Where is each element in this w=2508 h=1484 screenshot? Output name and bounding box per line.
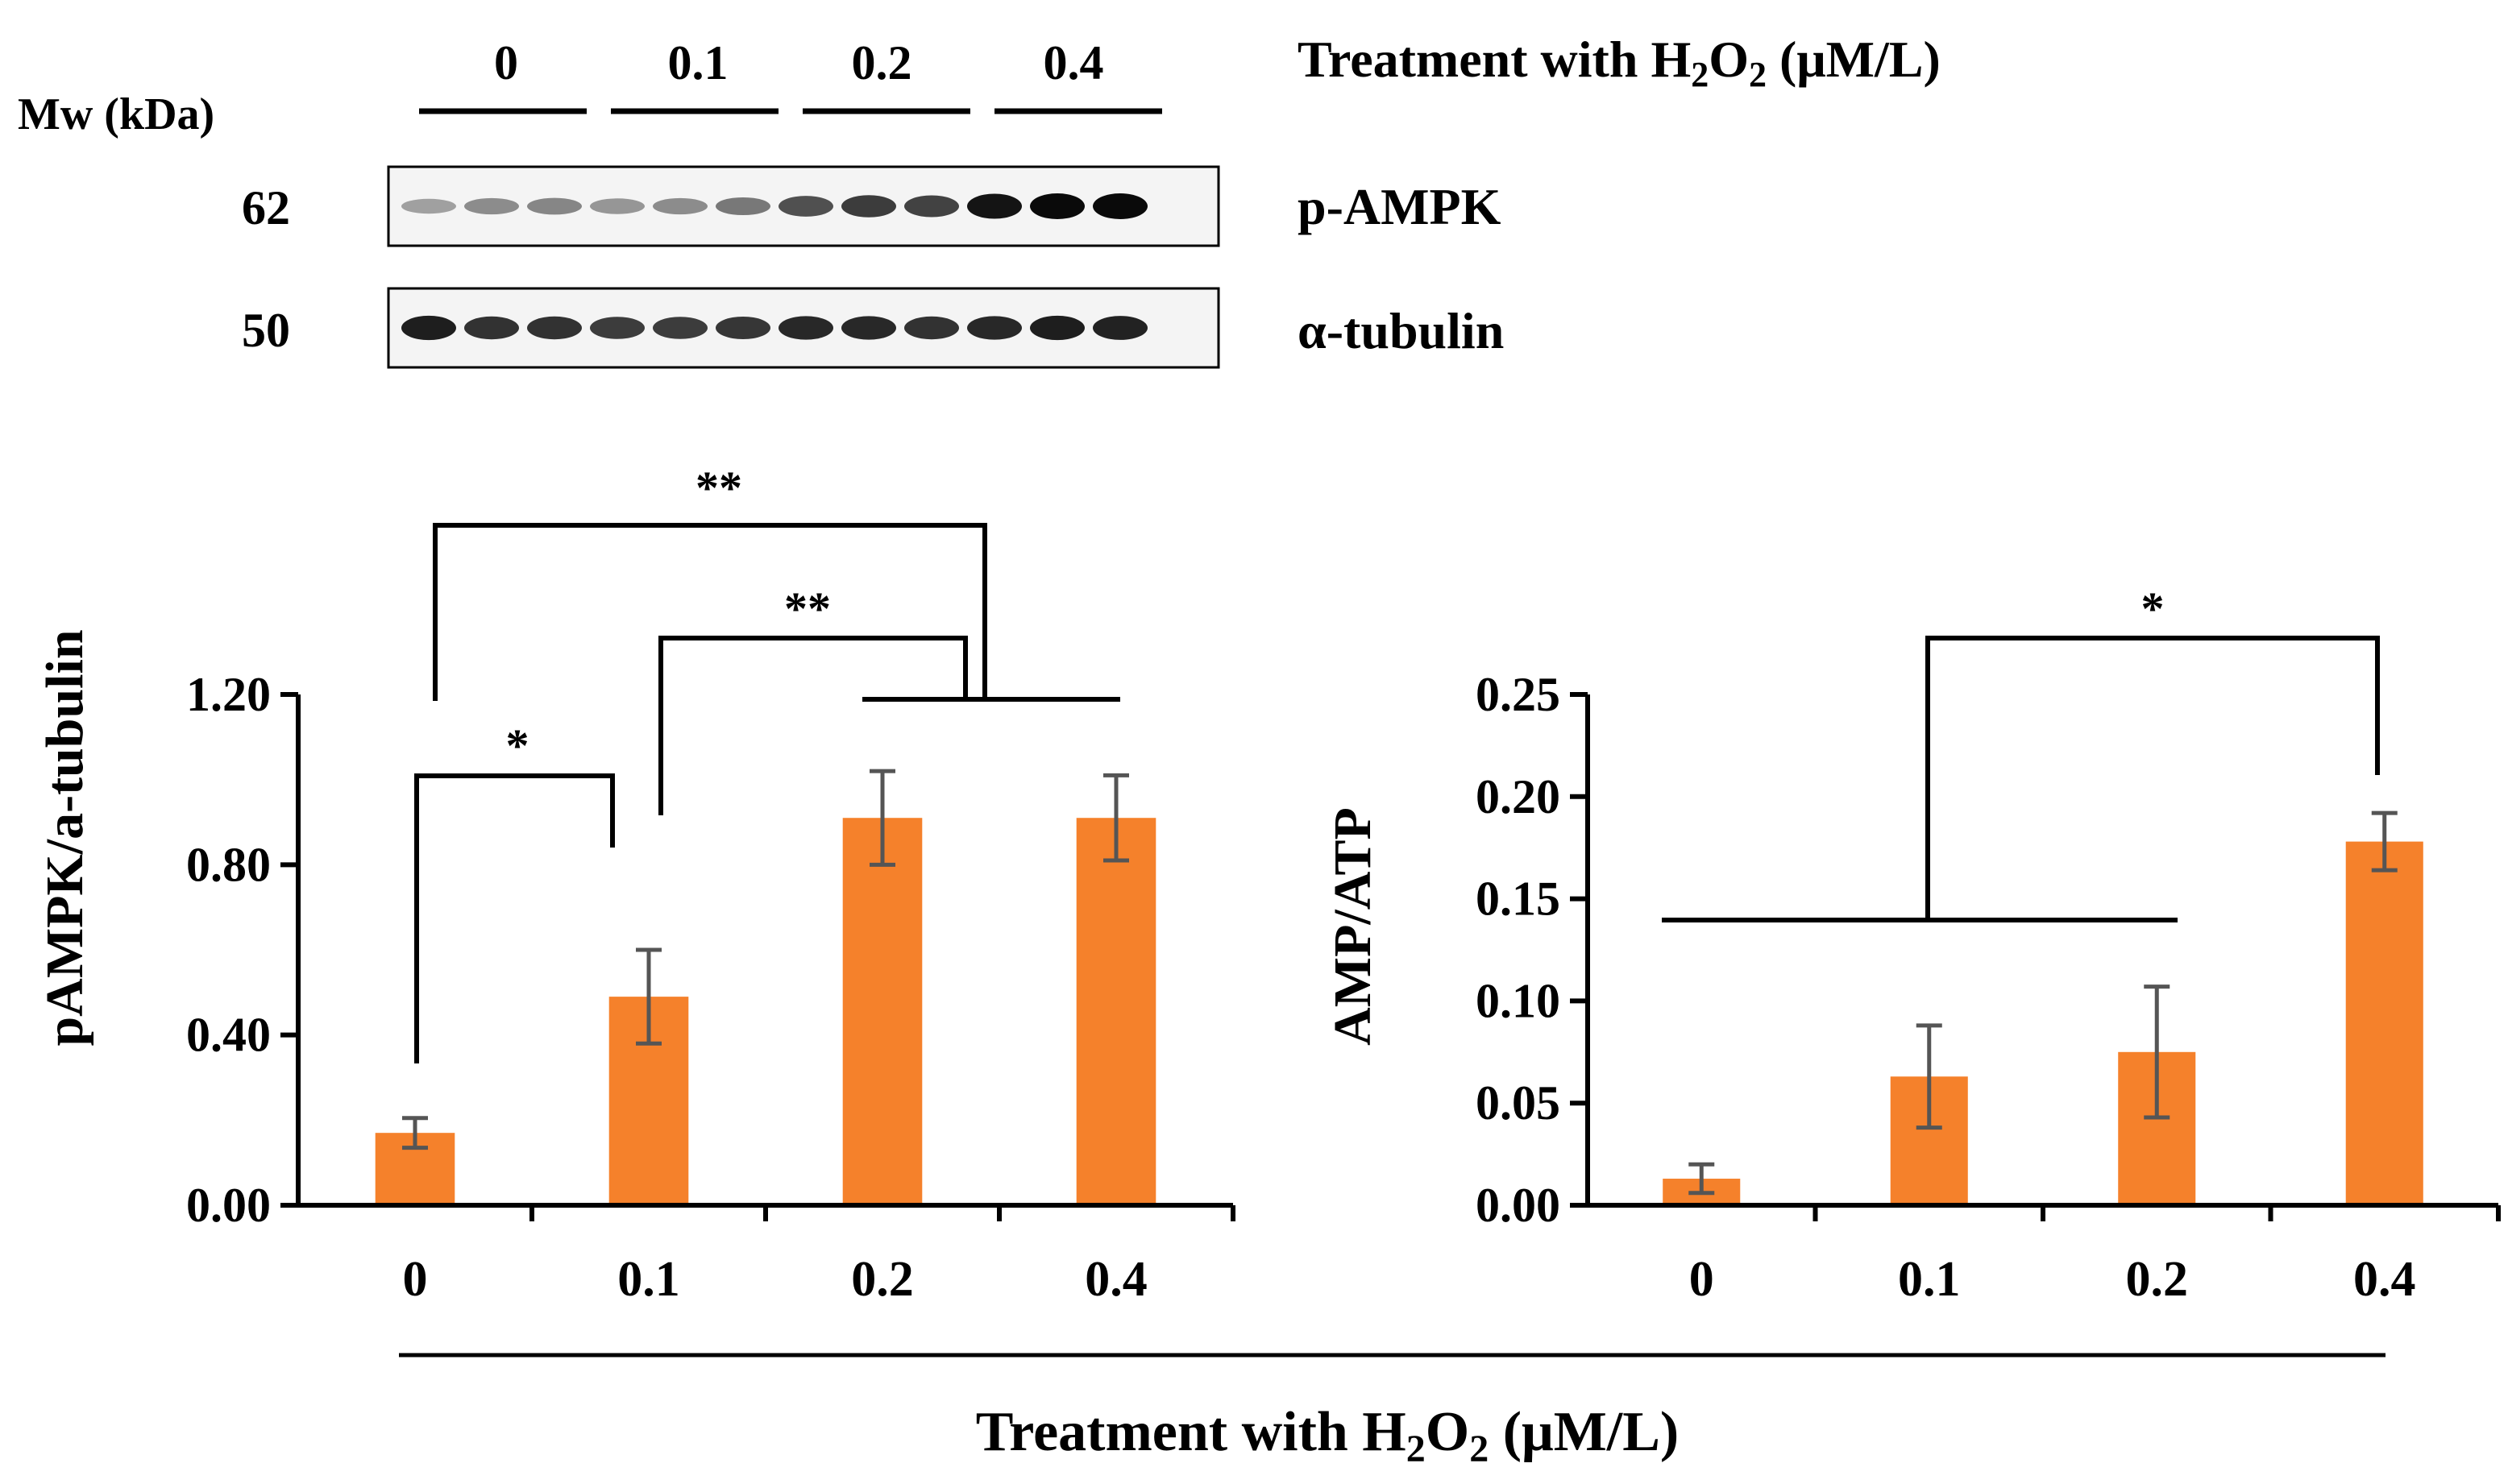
errorbar-0.1 bbox=[636, 947, 662, 1046]
band-α-tubulin-5 bbox=[653, 317, 708, 339]
lane-headers: 0 0.1 0.2 0.4 bbox=[419, 36, 1162, 114]
xtick-label-0.4: 0.4 bbox=[2353, 1252, 2416, 1307]
sig-star-0.1-vs-0.2-0.4: ** bbox=[784, 582, 831, 635]
errorbar-0.4 bbox=[2371, 810, 2398, 873]
chart-amp-atp-significance: * bbox=[1662, 582, 2380, 922]
band-α-tubulin-12 bbox=[1093, 316, 1148, 340]
tubulin-bands bbox=[401, 315, 1148, 341]
mw-header: Mw (kDa) bbox=[18, 89, 214, 139]
xtick-label-0: 0 bbox=[403, 1252, 428, 1307]
band-α-tubulin-2 bbox=[464, 316, 519, 340]
band-p-AMPK-11 bbox=[1030, 193, 1085, 219]
chart-amp-atp-yticks: 0.00 0.05 0.10 0.15 0.20 0.25 bbox=[1476, 668, 2501, 1232]
chart-amp-atp-errorbars bbox=[1688, 810, 2398, 1196]
band-p-AMPK-5 bbox=[653, 197, 708, 215]
ytick-label-0.05: 0.05 bbox=[1476, 1076, 1560, 1130]
treatment-label-bottom: Treatment with H2O2 (μM/L) bbox=[976, 1401, 1679, 1470]
band-α-tubulin-10 bbox=[967, 316, 1022, 340]
chart-amp-atp: AMP/ATP 0.00 0.05 0.10 0.15 0.20 0.25 0 0.1 0.2… bbox=[1323, 582, 2501, 1307]
band-p-AMPK-1 bbox=[401, 198, 456, 214]
western-blot-panel: Mw (kDa) 0 0.1 0.2 0.4 Treatment with H2… bbox=[18, 31, 1941, 369]
band-p-AMPK-12 bbox=[1093, 193, 1148, 219]
band-α-tubulin-11 bbox=[1030, 315, 1085, 341]
chart-pampk-bars bbox=[375, 818, 1156, 1205]
band-p-AMPK-3 bbox=[527, 197, 582, 215]
errorbar-0.2 bbox=[870, 769, 895, 867]
bar-0.2 bbox=[842, 818, 923, 1205]
mw-62: 62 bbox=[242, 181, 290, 234]
band-α-tubulin-8 bbox=[841, 316, 896, 340]
sig-star-0-vs-0.1: * bbox=[506, 719, 529, 772]
band-α-tubulin-1 bbox=[401, 315, 456, 341]
lane-label-0.4: 0.4 bbox=[1044, 36, 1104, 89]
band-p-AMPK-9 bbox=[904, 195, 959, 218]
band-p-AMPK-6 bbox=[716, 197, 770, 216]
sig-bracket-0-vs-0.1 bbox=[414, 773, 615, 1063]
lane-label-0: 0 bbox=[494, 36, 518, 89]
ytick-label-0.80: 0.80 bbox=[186, 838, 271, 891]
sig-star-0-vs-0.2-0.4: ** bbox=[696, 462, 742, 514]
errorbar-0 bbox=[1688, 1162, 1715, 1196]
bar-0.4 bbox=[2345, 841, 2423, 1205]
errorbar-0.1 bbox=[1916, 1023, 1942, 1130]
p-ampk-bands bbox=[401, 193, 1148, 219]
sig-bracket-group-vs-0.4 bbox=[1925, 636, 2380, 920]
chart-amp-atp-bars bbox=[1663, 841, 2423, 1205]
chart-pampk-xticklabels: 0 0.1 0.2 0.4 bbox=[403, 1252, 1148, 1307]
band-p-AMPK-8 bbox=[841, 195, 896, 218]
band-p-AMPK-4 bbox=[590, 198, 645, 214]
xtick-label-0.4: 0.4 bbox=[1085, 1252, 1148, 1307]
chart-pampk-errorbars bbox=[402, 769, 1129, 1150]
chart-amp-atp-ylabel: AMP/ATP bbox=[1323, 807, 1382, 1046]
band-α-tubulin-7 bbox=[779, 316, 833, 340]
sig-bracket-0-vs-0.2-0.4 bbox=[433, 523, 987, 701]
xtick-label-0.1: 0.1 bbox=[1898, 1252, 1961, 1307]
ytick-label-0.00: 0.00 bbox=[186, 1179, 271, 1232]
chart-pampk-significance: * ** ** bbox=[414, 462, 1120, 1063]
xtick-label-0: 0 bbox=[1689, 1252, 1714, 1307]
sig-bracket-0.1-vs-0.2-0.4 bbox=[658, 636, 968, 815]
chart-pampk-ylabel: pAMPK/a-tubulin bbox=[35, 629, 94, 1046]
chart-amp-atp-xticklabels: 0 0.1 0.2 0.4 bbox=[1689, 1252, 2416, 1307]
errorbar-0.2 bbox=[2144, 984, 2170, 1120]
errorbar-0 bbox=[402, 1116, 428, 1150]
ytick-label-0.10: 0.10 bbox=[1476, 974, 1560, 1027]
ytick-label-0.40: 0.40 bbox=[186, 1009, 271, 1062]
xtick-label-0.2: 0.2 bbox=[851, 1252, 914, 1307]
band-α-tubulin-9 bbox=[904, 316, 959, 340]
band-p-AMPK-7 bbox=[779, 196, 833, 217]
xtick-label-0.2: 0.2 bbox=[2126, 1252, 2189, 1307]
ytick-label-0.15: 0.15 bbox=[1476, 873, 1560, 926]
lane-label-0.1: 0.1 bbox=[668, 36, 729, 89]
mw-50: 50 bbox=[242, 304, 290, 357]
band-p-AMPK-10 bbox=[967, 193, 1022, 219]
lane-label-0.2: 0.2 bbox=[852, 36, 912, 89]
treatment-label-top: Treatment with H2O2 (μM/L) bbox=[1298, 31, 1941, 94]
ytick-label-0.25: 0.25 bbox=[1476, 668, 1560, 721]
xtick-label-0.1: 0.1 bbox=[617, 1252, 680, 1307]
bar-0.4 bbox=[1076, 818, 1156, 1205]
band-α-tubulin-3 bbox=[527, 316, 582, 340]
chart-pampk-yticks: 0.00 0.40 0.80 1.20 bbox=[186, 668, 1235, 1232]
protein-label-p-ampk: p-AMPK bbox=[1298, 178, 1501, 235]
band-p-AMPK-2 bbox=[464, 197, 519, 215]
ytick-label-0.00: 0.00 bbox=[1476, 1179, 1560, 1232]
sig-star-group-vs-0.4: * bbox=[2141, 582, 2165, 635]
ytick-label-0.20: 0.20 bbox=[1476, 770, 1560, 823]
errorbar-0.4 bbox=[1103, 773, 1129, 863]
protein-label-tubulin: α-tubulin bbox=[1298, 302, 1504, 359]
ytick-label-1.20: 1.20 bbox=[186, 668, 271, 721]
band-α-tubulin-6 bbox=[716, 316, 770, 340]
band-α-tubulin-4 bbox=[590, 317, 645, 339]
chart-pampk: pAMPK/a-tubulin 0.00 0.40 0.80 1.20 0 0.1 0.2… bbox=[35, 462, 1235, 1307]
